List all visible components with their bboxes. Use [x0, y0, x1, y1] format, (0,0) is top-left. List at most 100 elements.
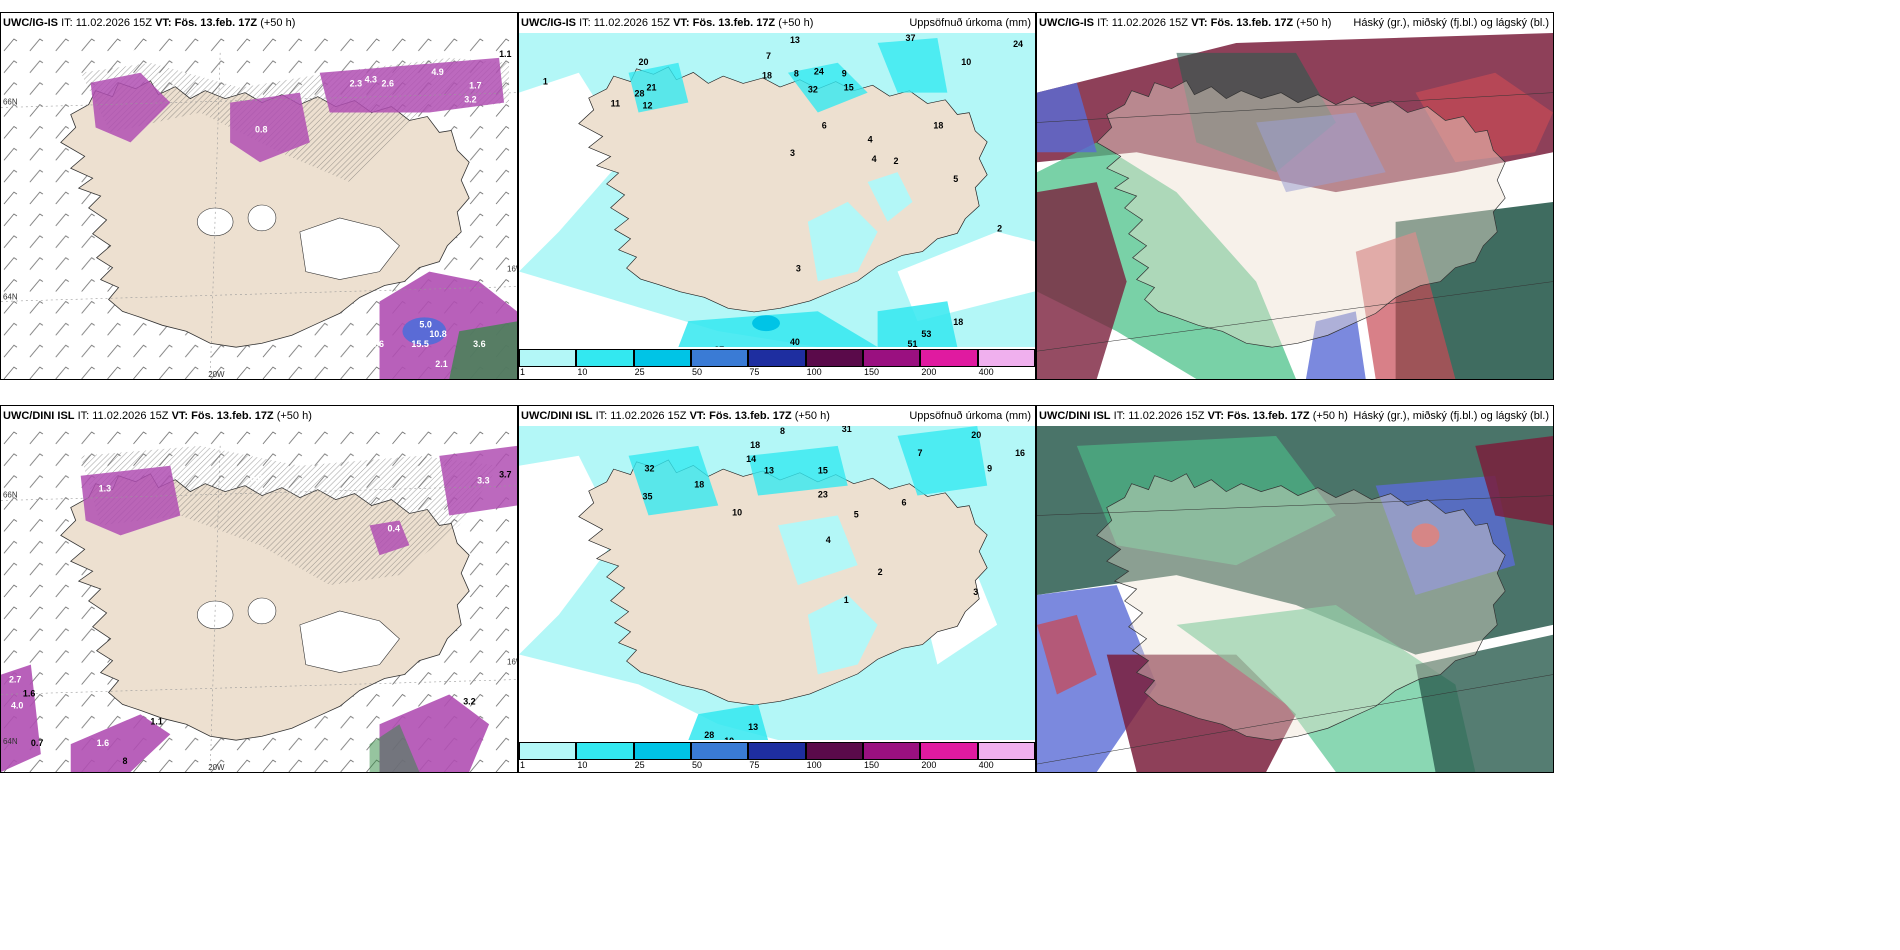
value-label: 4.3 — [365, 75, 377, 85]
value-label: 0.7 — [31, 738, 43, 748]
value-label: 0.8 — [255, 124, 267, 134]
lead-time: (+50 h) — [1296, 17, 1332, 29]
value-label: 0.6 — [250, 474, 262, 484]
precip-label: 6 — [822, 120, 827, 130]
panel-cloud-igis: UWC/IG-IS IT: 11.02.2026 15Z VT: Fös. 13… — [1036, 12, 1554, 380]
colorbar-tick: 50 — [692, 760, 703, 770]
precip-label: 9 — [987, 464, 992, 474]
value-label: 2.1 — [435, 359, 447, 369]
map-title: Háský (gr.), miðský (fj.bl.) og lágský (… — [1353, 410, 1549, 422]
lead-time: (+50 h) — [778, 17, 814, 29]
vt-value: Fös. 13.feb. 17Z — [191, 410, 274, 422]
value-label: 3.7 — [499, 470, 511, 480]
panel-precip-igis: UWC/IG-IS IT: 11.02.2026 15Z VT: Fös. 13… — [518, 12, 1036, 380]
panel-header: UWC/IG-IS IT: 11.02.2026 15Z VT: Fös. 13… — [1, 13, 517, 33]
axis-lon-label: 16W — [507, 658, 517, 667]
precip-label: 23 — [818, 490, 828, 500]
colorbar-swatch — [805, 349, 863, 367]
panel-snow-dini: UWC/DINI ISL IT: 11.02.2026 15Z VT: Fös.… — [0, 405, 518, 773]
precip-label: 13 — [790, 35, 800, 45]
precip-label: 18 — [762, 71, 772, 81]
model-name: UWC/DINI ISL — [3, 410, 75, 422]
axis-lon-label: 20W — [208, 370, 225, 379]
snow-map: 20W 66N 64N 16W 3.7 3.3 0.4 0.6 1.3 2.7 … — [1, 426, 517, 772]
vt-label: VT: — [673, 17, 690, 29]
vt-value: Fös. 13.feb. 17Z — [692, 17, 776, 29]
precip-label: 21 — [647, 83, 657, 93]
colorbar-tick: 25 — [634, 760, 645, 770]
vt-label: VT: — [1207, 410, 1225, 422]
axis-lat-label: 64N — [3, 737, 18, 746]
it-value: 11.02.2026 15Z — [593, 17, 670, 29]
precip-map: 13 37 24 20 7 18 8 24 32 28 21 11 12 15 … — [519, 33, 1035, 347]
vt-label: VT: — [1191, 17, 1208, 29]
colorbar-swatch — [863, 349, 921, 367]
it-value: 11.02.2026 15Z — [75, 17, 152, 29]
snow-map: 20W 66N 64N 16W 0.5 2.3 4.3 2.6 4.9 3.9 … — [1, 33, 517, 379]
value-label: 4.9 — [431, 67, 443, 77]
colorbar-tick: 75 — [749, 367, 760, 377]
precip-label: 8 — [794, 69, 799, 79]
precip-label: 2 — [894, 156, 899, 166]
precip-label: 15 — [818, 466, 828, 476]
precip-label: 5 — [854, 509, 859, 519]
it-label: IT: — [61, 17, 73, 29]
value-label: 3.6 — [473, 339, 485, 349]
value-label: 1.6 — [23, 688, 35, 698]
model-name: UWC/IG-IS — [521, 17, 576, 29]
precip-label: 31 — [842, 426, 852, 434]
colorbar-tick: 100 — [806, 760, 822, 770]
colorbar-tick: 200 — [921, 760, 937, 770]
precip-label: 13 — [764, 466, 774, 476]
colorbar-tick: 200 — [921, 367, 937, 377]
precip-label: 27 — [714, 345, 724, 347]
precip-label: 51 — [907, 339, 917, 347]
precip-label: 6 — [902, 498, 907, 508]
colorbar-tick: 150 — [864, 367, 880, 377]
colorbar-tick: 25 — [634, 367, 645, 377]
vt-label: VT: — [155, 17, 172, 29]
precip-label: 24 — [814, 67, 824, 77]
vt-label: VT: — [171, 410, 189, 422]
axis-lon-label: 20W — [208, 763, 225, 772]
colorbar-swatch — [977, 742, 1035, 760]
precip-label: 24 — [1013, 39, 1023, 49]
value-label: 8 — [123, 756, 128, 766]
colorbar-swatch — [920, 349, 978, 367]
precip-label: 18 — [750, 440, 760, 450]
vt-value: Fös. 13.feb. 17Z — [174, 17, 258, 29]
it-value: 11.02.2026 15Z — [92, 410, 169, 422]
model-name: UWC/IG-IS — [3, 17, 58, 29]
value-label: 3.3 — [477, 476, 489, 486]
model-name: UWC/IG-IS — [1039, 17, 1094, 29]
value-label: 15.5 — [411, 339, 428, 349]
colorbar-swatch — [863, 742, 921, 760]
panel-cloud-dini: UWC/DINI ISL IT: 11.02.2026 15Z VT: Fös.… — [1036, 405, 1554, 773]
colorbar-swatch — [691, 349, 749, 367]
precip-label: 12 — [643, 101, 653, 111]
panel-precip-dini: UWC/DINI ISL IT: 11.02.2026 15Z VT: Fös.… — [518, 405, 1036, 773]
colorbar-swatch — [576, 349, 634, 367]
panel-header: UWC/DINI ISL IT: 11.02.2026 15Z VT: Fös.… — [1, 406, 517, 426]
colorbar-swatch — [519, 349, 577, 367]
colorbar-tick: 400 — [978, 760, 994, 770]
precip-label: 20 — [639, 57, 649, 67]
axis-lat-label: 64N — [3, 292, 18, 301]
colorbar-swatch — [805, 742, 863, 760]
precip-label: 53 — [921, 329, 931, 339]
colorbar-swatch — [977, 349, 1035, 367]
precip-label: 16 — [1015, 448, 1025, 458]
vt-value: Fös. 13.feb. 17Z — [709, 410, 792, 422]
it-label: IT: — [579, 17, 591, 29]
it-label: IT: — [595, 410, 608, 422]
it-label: IT: — [77, 410, 90, 422]
value-label: 0.5 — [123, 45, 135, 55]
map-title: Uppsöfnuð úrkoma (mm) — [909, 410, 1031, 422]
precip-label: 32 — [808, 85, 818, 95]
precip-label: 28 — [635, 89, 645, 99]
colorbar-swatch — [748, 742, 806, 760]
colorbar-swatch — [748, 349, 806, 367]
colorbar-tick: 400 — [978, 367, 994, 377]
axis-lat-label: 66N — [3, 491, 18, 500]
value-label: 3.6 — [372, 339, 384, 349]
